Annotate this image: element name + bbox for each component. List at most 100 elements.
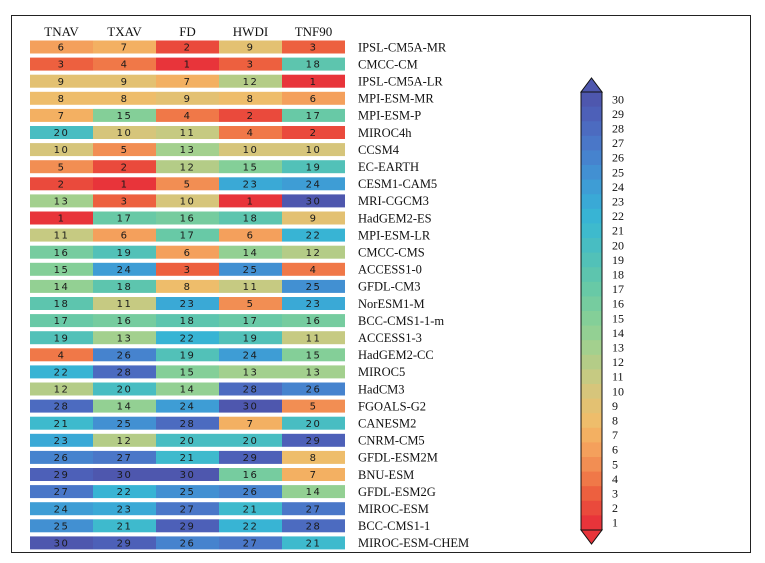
heatmap-cell [156, 450, 219, 464]
heatmap-cell [156, 519, 219, 533]
cell-value: 6 [58, 43, 66, 54]
heatmap-cell [282, 365, 345, 379]
heatmap-cell [282, 519, 345, 533]
heatmap-cell [93, 536, 156, 550]
cell-value: 19 [306, 162, 322, 173]
heatmap-cell [93, 348, 156, 362]
colorbar-tick-label: 20 [612, 238, 624, 252]
cell-value: 28 [54, 402, 70, 413]
colorbar-segment [581, 500, 602, 516]
cell-value: 26 [117, 350, 133, 361]
cell-value: 14 [306, 487, 322, 498]
heatmap-cell [93, 194, 156, 208]
cell-value: 23 [306, 299, 322, 310]
row-label-model: MIROC5 [358, 365, 405, 379]
heatmap-cell [30, 91, 93, 105]
colorbar-segment [581, 369, 602, 385]
cell-value: 20 [306, 419, 322, 430]
row-label-model: BCC-CMS1-1-m [358, 314, 444, 328]
heatmap-cell [219, 194, 282, 208]
heatmap-cell [93, 433, 156, 447]
colorbar-tick-label: 21 [612, 224, 624, 238]
heatmap-cell [282, 194, 345, 208]
heatmap-cell [93, 468, 156, 481]
heatmap-cell [30, 348, 93, 362]
colorbar-tick-label: 27 [612, 136, 624, 150]
colorbar-tick-label: 26 [612, 151, 624, 165]
colorbar-tick-label: 13 [612, 341, 624, 355]
cell-value: 22 [180, 333, 196, 344]
heatmap-cell [219, 433, 282, 447]
column-headers: TNAV TXAV FD HWDI TNF90 [44, 24, 332, 39]
cell-value: 8 [58, 94, 66, 105]
column-header-tnf90: TNF90 [295, 24, 333, 39]
heatmap-cell [219, 314, 282, 328]
cell-value: 26 [306, 385, 322, 396]
colorbar-tick-label: 18 [612, 268, 624, 282]
heatmap-cell [156, 160, 219, 174]
cell-value: 7 [184, 77, 192, 88]
heatmap-cell [30, 450, 93, 464]
heatmap-cell [30, 40, 93, 54]
colorbar-segment [581, 471, 602, 487]
heatmap-cell [282, 228, 345, 242]
heatmap-cell [30, 485, 93, 499]
cell-value: 27 [54, 487, 70, 498]
heatmap-cell [30, 365, 93, 379]
colorbar-segment [581, 121, 602, 137]
heatmap-cell [156, 399, 219, 413]
cell-value: 22 [117, 487, 133, 498]
heatmap-cell [93, 40, 156, 54]
heatmap-cell [282, 74, 345, 88]
cell-value: 6 [310, 94, 318, 105]
row-label-model: MPI-ESM-MR [358, 92, 434, 106]
heatmap-cell [156, 314, 219, 328]
heatmap-cell [282, 468, 345, 481]
cell-value: 11 [54, 231, 70, 242]
heatmap-cell [30, 74, 93, 88]
cell-value: 10 [180, 197, 196, 208]
heatmap-cell [282, 143, 345, 157]
row-label-model: CNRM-CM5 [358, 434, 425, 448]
cell-value: 17 [117, 214, 133, 225]
heatmap-cell [156, 194, 219, 208]
colorbar-segment [581, 442, 602, 458]
heatmap-cell [282, 160, 345, 174]
heatmap-cell [219, 382, 282, 396]
colorbar-tick-label: 1 [612, 516, 618, 530]
row-label-model: EC-EARTH [358, 160, 419, 174]
heatmap-cell [219, 40, 282, 54]
heatmap-cell [219, 450, 282, 464]
cell-value: 18 [117, 282, 133, 293]
heatmap-cell [282, 177, 345, 191]
column-header-hwdi: HWDI [233, 24, 268, 39]
colorbar-bottom-extension [580, 529, 603, 545]
heatmap-cell [219, 160, 282, 174]
cell-value: 9 [58, 77, 66, 88]
cell-value: 21 [180, 453, 196, 464]
heatmap-cell [156, 502, 219, 516]
column-header-fd: FD [179, 24, 196, 39]
heatmap-cell [219, 211, 282, 225]
colorbar-tick-label: 11 [612, 370, 624, 384]
row-label-model: CCSM4 [358, 143, 400, 157]
row-label-model: GFDL-CM3 [358, 280, 421, 294]
cell-value: 15 [54, 265, 70, 276]
cell-value: 12 [117, 436, 133, 447]
heatmap-cell [156, 382, 219, 396]
heatmap-cell [30, 433, 93, 447]
heatmap-cell [93, 399, 156, 413]
heatmap-cell [282, 297, 345, 310]
colorbar-tick-label: 22 [612, 209, 624, 223]
heatmap-cell [282, 57, 345, 71]
cell-value: 13 [243, 368, 259, 379]
cell-value: 2 [121, 162, 129, 173]
heatmap-cell [282, 279, 345, 293]
heatmap-cell [93, 519, 156, 533]
cell-value: 29 [306, 436, 322, 447]
heatmap-cell [156, 91, 219, 105]
colorbar-tick-label: 4 [612, 472, 618, 486]
cell-value: 25 [180, 487, 196, 498]
heatmap-cell [93, 365, 156, 379]
row-label-model: IPSL-CM5A-LR [358, 75, 443, 89]
